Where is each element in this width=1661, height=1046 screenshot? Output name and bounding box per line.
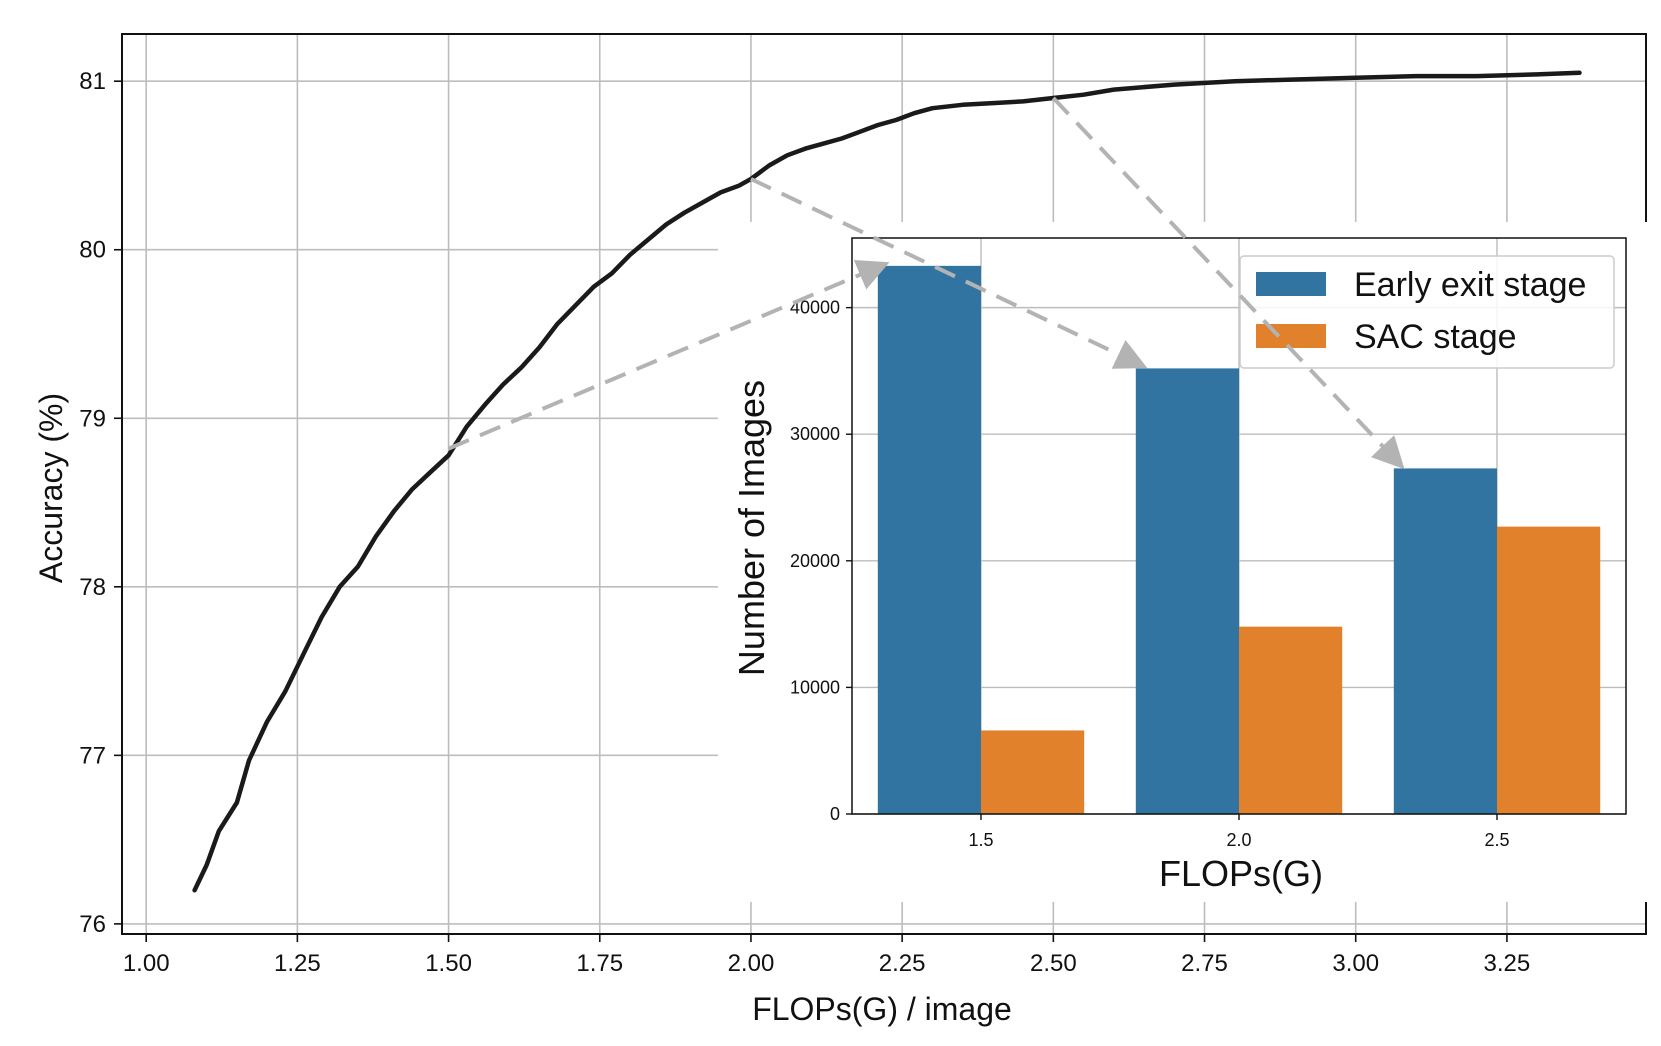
main-y-tick-label: 80 [79, 237, 106, 264]
main-x-tick-label: 2.50 [1030, 950, 1077, 977]
zoom-arrow [750, 177, 1148, 369]
main-x-tick-label: 3.25 [1484, 950, 1531, 977]
inset-y-tick-label: 40000 [790, 298, 840, 318]
inset-x-tick-label: 2.5 [1484, 830, 1509, 850]
inset-x-axis-label: FLOPs(G) [1159, 853, 1323, 894]
inset-y-tick-label: 30000 [790, 424, 840, 444]
inset-chart: 1.5 2.0 2.5 0 10000 20000 30000 40000 FLOPs(G)… [718, 222, 1661, 902]
main-x-tick-label: 3.00 [1332, 950, 1379, 977]
legend: Early exit stage SAC stage [1239, 255, 1615, 369]
legend-swatch-sac [1256, 324, 1326, 348]
inset-y-tick-label: 20000 [790, 551, 840, 571]
bar-sac-1.5 [981, 730, 1085, 814]
inset-y-tick-label: 0 [830, 804, 840, 824]
inset-x-tick-label: 1.5 [968, 830, 993, 850]
zoom-arrow [447, 260, 890, 451]
inset-y-axis-label: Number of Images [731, 380, 772, 676]
main-x-tick-label: 1.50 [425, 950, 472, 977]
bar-sac-2.5 [1497, 526, 1601, 814]
main-y-tick-label: 76 [79, 911, 106, 938]
main-x-tick-label: 1.25 [274, 950, 321, 977]
main-y-ticks: 76 77 78 79 80 81 [79, 68, 122, 938]
main-y-tick-label: 78 [79, 574, 106, 601]
main-x-axis-label: FLOPs(G) / image [752, 991, 1012, 1027]
inset-y-ticks: 0 10000 20000 30000 40000 [790, 298, 852, 824]
bar-early-exit-2.5 [1393, 468, 1497, 814]
main-y-axis-label: Accuracy (%) [33, 393, 69, 583]
bar-early-exit-1.5 [877, 265, 981, 814]
bar-early-exit-2.0 [1135, 368, 1239, 814]
main-y-tick-label: 79 [79, 405, 106, 432]
zoom-arrow [1051, 96, 1405, 470]
inset-x-ticks: 1.5 2.0 2.5 [968, 814, 1510, 850]
main-x-tick-label: 1.75 [576, 950, 623, 977]
inset-y-tick-label: 10000 [790, 677, 840, 697]
main-x-tick-label: 2.25 [879, 950, 926, 977]
legend-label-early-exit: Early exit stage [1354, 266, 1586, 304]
inset-bars [877, 265, 1601, 814]
legend-swatch-early-exit [1256, 272, 1326, 296]
main-x-tick-label: 1.00 [123, 950, 170, 977]
legend-box [1239, 255, 1615, 369]
bar-sac-2.0 [1239, 626, 1343, 814]
legend-label-sac: SAC stage [1354, 318, 1517, 356]
inset-x-tick-label: 2.0 [1226, 830, 1251, 850]
main-x-tick-label: 2.75 [1181, 950, 1228, 977]
accuracy-curve [192, 70, 1582, 893]
main-y-tick-label: 81 [79, 68, 106, 95]
main-x-tick-label: 2.00 [728, 950, 775, 977]
zoom-arrows [447, 96, 1405, 470]
main-x-ticks: 1.00 1.25 1.50 1.75 2.00 2.25 2.50 2.75 3.00 3.25 [123, 934, 1530, 977]
main-y-tick-label: 77 [79, 742, 106, 769]
